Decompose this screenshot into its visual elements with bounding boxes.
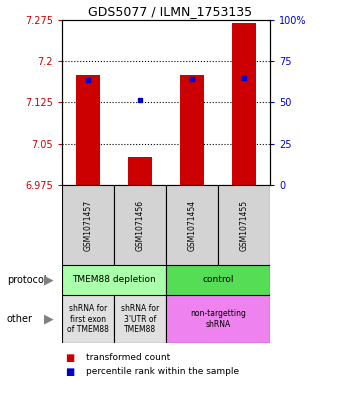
Bar — [166, 185, 218, 265]
Bar — [218, 185, 270, 265]
Text: transformed count: transformed count — [86, 353, 170, 362]
Text: ■: ■ — [65, 353, 75, 363]
Text: GSM1071455: GSM1071455 — [239, 199, 249, 251]
Bar — [62, 295, 114, 343]
Bar — [62, 265, 166, 295]
Text: GDS5077 / ILMN_1753135: GDS5077 / ILMN_1753135 — [88, 6, 252, 18]
Text: protocol: protocol — [7, 275, 47, 285]
Bar — [114, 295, 166, 343]
Bar — [76, 75, 100, 185]
Text: ▶: ▶ — [44, 312, 53, 325]
Text: shRNA for
first exon
of TMEM88: shRNA for first exon of TMEM88 — [67, 304, 109, 334]
Text: GSM1071457: GSM1071457 — [84, 199, 92, 251]
Text: GSM1071454: GSM1071454 — [187, 199, 197, 251]
Text: shRNA for
3'UTR of
TMEM88: shRNA for 3'UTR of TMEM88 — [121, 304, 159, 334]
Text: ▶: ▶ — [44, 274, 53, 286]
Text: GSM1071456: GSM1071456 — [136, 199, 144, 251]
Bar — [232, 23, 256, 185]
Bar — [62, 185, 114, 265]
Text: non-targetting
shRNA: non-targetting shRNA — [190, 309, 246, 329]
Bar — [166, 295, 270, 343]
Bar — [166, 265, 270, 295]
Text: TMEM88 depletion: TMEM88 depletion — [72, 275, 156, 285]
Bar — [128, 158, 152, 185]
Text: percentile rank within the sample: percentile rank within the sample — [86, 367, 239, 376]
Text: ■: ■ — [65, 367, 75, 377]
Text: other: other — [7, 314, 33, 324]
Bar — [180, 75, 204, 185]
Bar — [114, 185, 166, 265]
Text: control: control — [202, 275, 234, 285]
